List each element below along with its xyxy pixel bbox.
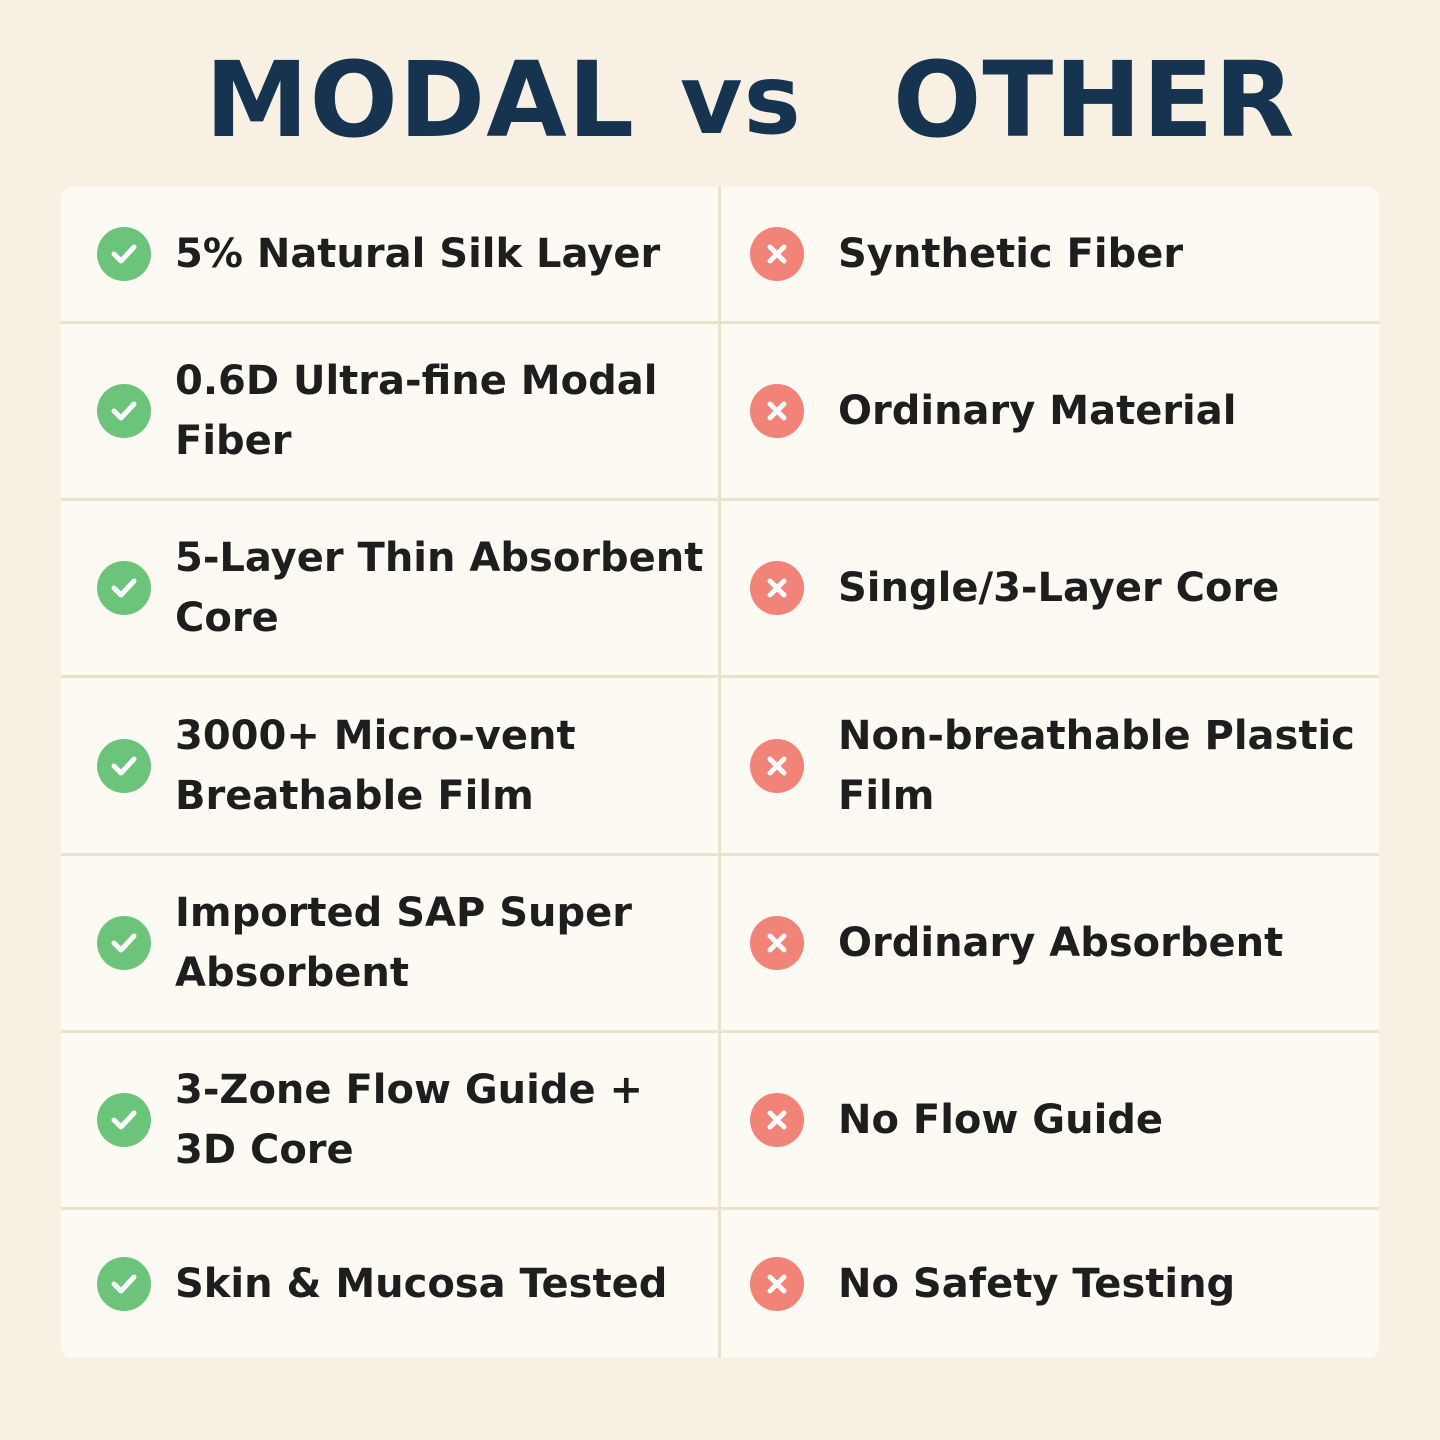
cross-icon [750, 1093, 804, 1147]
other-cell: No Flow Guide [750, 1033, 1370, 1207]
title-other: OTHER [893, 39, 1296, 161]
check-icon [97, 561, 151, 615]
check-icon [97, 738, 151, 793]
other-cell: Single/3-Layer Core [750, 501, 1370, 675]
other-cell: Non-breathable Plastic Film [750, 678, 1370, 853]
modal-cell: 5% Natural Silk Layer [97, 187, 717, 321]
page-title: MODAL vs OTHER [0, 40, 1440, 160]
modal-cell: Imported SAP Super Absorbent [97, 856, 717, 1030]
modal-feature: 3-Zone Flow Guide + 3D Core [175, 1067, 644, 1173]
table-row: Skin & Mucosa Tested No Safety Testing [61, 1210, 1379, 1358]
other-cell: Synthetic Fiber [750, 187, 1370, 321]
modal-feature: Imported SAP Super Absorbent [175, 890, 632, 996]
other-feature: Ordinary Absorbent [838, 920, 1284, 966]
table-row: 3-Zone Flow Guide + 3D Core No Flow Guide [61, 1033, 1379, 1210]
modal-feature: 0.6D Ultra-fine Modal Fiber [175, 358, 658, 464]
cross-icon [750, 561, 804, 615]
modal-feature: 5% Natural Silk Layer [175, 231, 661, 277]
other-feature: Synthetic Fiber [838, 231, 1184, 277]
modal-feature: 5-Layer Thin Absorbent Core [175, 535, 704, 641]
other-cell: Ordinary Absorbent [750, 856, 1370, 1030]
modal-cell: 5-Layer Thin Absorbent Core [97, 501, 717, 675]
modal-feature: Skin & Mucosa Tested [175, 1261, 668, 1307]
comparison-table: 5% Natural Silk Layer Synthetic Fiber 0.6D… [61, 187, 1379, 1358]
other-feature: Single/3-Layer Core [838, 565, 1280, 611]
cross-icon [750, 227, 804, 281]
modal-feature: 3000+ Micro-vent Breathable Film [175, 712, 576, 819]
cross-icon [750, 916, 804, 970]
table-row: 3000+ Micro-vent Breathable Film Non-brea… [61, 678, 1379, 856]
check-icon [97, 1093, 151, 1147]
check-icon [97, 384, 151, 438]
check-icon [97, 916, 151, 970]
table-row: 0.6D Ultra-fine Modal Fiber Ordinary Mate… [61, 324, 1379, 501]
title-modal: MODAL [205, 39, 635, 161]
table-row: 5% Natural Silk Layer Synthetic Fiber [61, 187, 1379, 324]
modal-cell: 3000+ Micro-vent Breathable Film [97, 678, 717, 853]
other-cell: No Safety Testing [750, 1210, 1370, 1358]
other-feature: Ordinary Material [838, 388, 1237, 434]
check-icon [97, 227, 151, 281]
cross-icon [750, 1257, 804, 1311]
modal-cell: 3-Zone Flow Guide + 3D Core [97, 1033, 717, 1207]
table-row: 5-Layer Thin Absorbent Core Single/3-Laye… [61, 501, 1379, 678]
other-cell: Ordinary Material [750, 324, 1370, 498]
other-feature: No Safety Testing [838, 1261, 1236, 1307]
column-divider [718, 187, 721, 1358]
other-feature: Non-breathable Plastic Film [838, 712, 1355, 819]
modal-cell: Skin & Mucosa Tested [97, 1210, 717, 1358]
cross-icon [750, 384, 804, 438]
check-icon [97, 1257, 151, 1311]
title-vs: vs [680, 44, 802, 156]
cross-icon [750, 738, 804, 793]
modal-cell: 0.6D Ultra-fine Modal Fiber [97, 324, 717, 498]
table-row: Imported SAP Super Absorbent Ordinary Abs… [61, 856, 1379, 1033]
other-feature: No Flow Guide [838, 1097, 1164, 1143]
